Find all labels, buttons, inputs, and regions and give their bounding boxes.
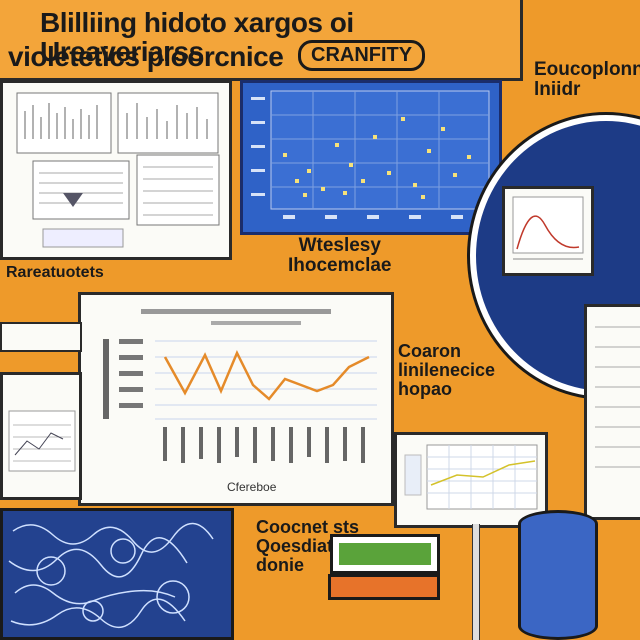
- right-mid-label: Coaron linilenecice hopao: [398, 341, 496, 399]
- left-small-label: Rareatuotets: [6, 264, 104, 281]
- main-line-chart: [103, 309, 377, 463]
- top-right-label: Eoucoplonn lniidr: [534, 59, 640, 100]
- grid-chart-panel: [394, 432, 548, 528]
- banner-stamp: CRANFITY: [298, 40, 426, 71]
- right-tall-panel: [584, 304, 640, 520]
- main-line-chart-panel: Cfereboe: [78, 292, 394, 506]
- green-sign-card: [330, 534, 440, 574]
- left-mini-table: [8, 410, 76, 472]
- green-bar: [339, 543, 431, 565]
- right-tall-lines: [595, 326, 640, 468]
- sign-pole: [472, 524, 480, 640]
- scatter-panel-blue: [240, 80, 502, 235]
- report-thumbnails: [16, 92, 220, 248]
- report-panel-top-left: [0, 80, 232, 260]
- orange-sign-card: [328, 574, 440, 600]
- left-mid-panel-b: [0, 372, 82, 500]
- left-mid-panel-a: [0, 322, 82, 352]
- mid-center-label: Wteslesy Ihocemclae: [288, 235, 392, 276]
- blue-doodle-panel: [0, 508, 234, 640]
- scatter-plot: [251, 90, 490, 219]
- mini-chart-card: [502, 186, 594, 276]
- grid-chart: [404, 444, 538, 510]
- doodle-pattern: [8, 522, 214, 628]
- top-banner: Blilliing hidoto xargos oi Ureaveriarss …: [0, 0, 523, 81]
- mini-curve: [512, 196, 584, 260]
- banner-title-line2: violetetics ploorcnice: [8, 41, 284, 72]
- chart-footer-label: Cfereboe: [227, 480, 277, 494]
- database-cylinder: [518, 510, 598, 640]
- banner-title-line1: Blilliing hidoto xargos oi Ureaveriarss: [40, 7, 354, 68]
